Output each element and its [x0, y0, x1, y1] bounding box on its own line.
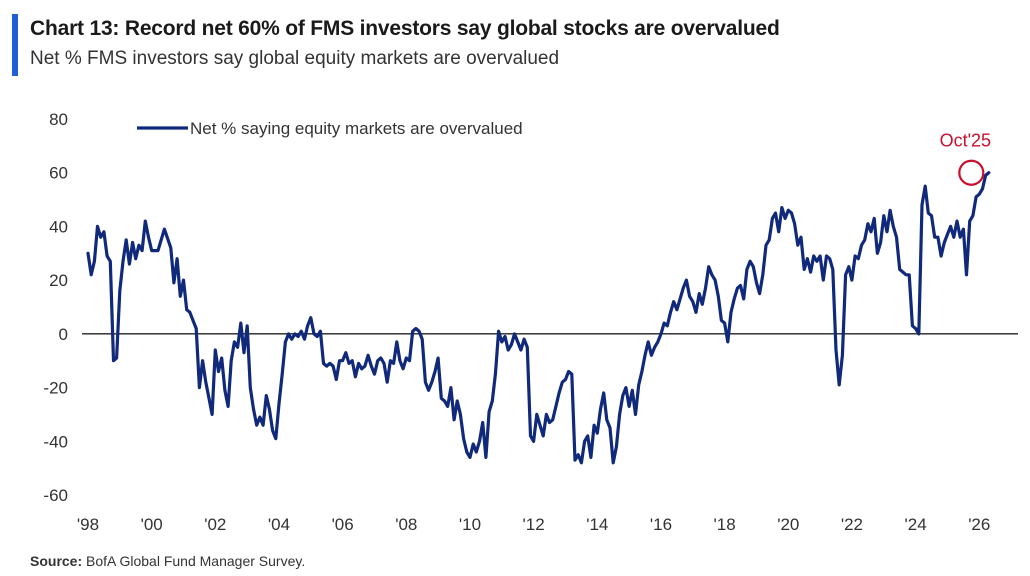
x-axis: '98 '00 '02 '04 '06 '08 '10 '12 '14 '16 '18 '20 '22 '… — [77, 515, 990, 534]
x-tick-label: '02 — [204, 515, 226, 534]
x-tick-label: '26 — [968, 515, 990, 534]
x-tick-label: '04 — [268, 515, 290, 534]
x-tick-label: '00 — [141, 515, 163, 534]
x-tick-label: '06 — [332, 515, 354, 534]
chart-subtitle: Net % FMS investors say global equity ma… — [30, 48, 560, 69]
legend: Net % saying equity markets are overvalu… — [137, 119, 523, 138]
source-text: BofA Global Fund Manager Survey. — [86, 553, 306, 569]
chart-title: Chart 13: Record net 60% of FMS investor… — [30, 17, 780, 40]
x-tick-label: '16 — [650, 515, 672, 534]
x-tick-label: '20 — [777, 515, 799, 534]
x-tick-label: '22 — [841, 515, 863, 534]
annotation-circle — [958, 159, 985, 186]
x-tick-label: '08 — [395, 515, 417, 534]
x-tick-label: '14 — [586, 515, 608, 534]
x-tick-label: '18 — [714, 515, 736, 534]
x-tick-label: '12 — [523, 515, 545, 534]
x-tick-label: '98 — [77, 515, 99, 534]
y-tick-label: -60 — [43, 486, 68, 505]
annotation-label: Oct'25 — [940, 131, 991, 151]
y-tick-label: -20 — [43, 379, 68, 398]
series-line — [86, 171, 991, 465]
annotation: Oct'25 — [940, 131, 991, 186]
x-tick-label: '24 — [905, 515, 927, 534]
y-tick-label: 40 — [49, 217, 68, 236]
y-tick-label: 80 — [49, 110, 68, 129]
y-tick-label: 0 — [59, 325, 68, 344]
legend-label: Net % saying equity markets are overvalu… — [190, 119, 523, 138]
title-accent-bar — [12, 14, 18, 76]
y-tick-label: -40 — [43, 432, 68, 451]
source-label: Source: — [30, 553, 83, 569]
y-tick-label: 20 — [49, 271, 68, 290]
y-axis: 80 60 40 20 0 -20 -40 -60 — [43, 110, 68, 505]
x-tick-label: '10 — [459, 515, 481, 534]
source-note: Source: BofA Global Fund Manager Survey. — [30, 553, 305, 569]
y-tick-label: 60 — [49, 164, 68, 183]
